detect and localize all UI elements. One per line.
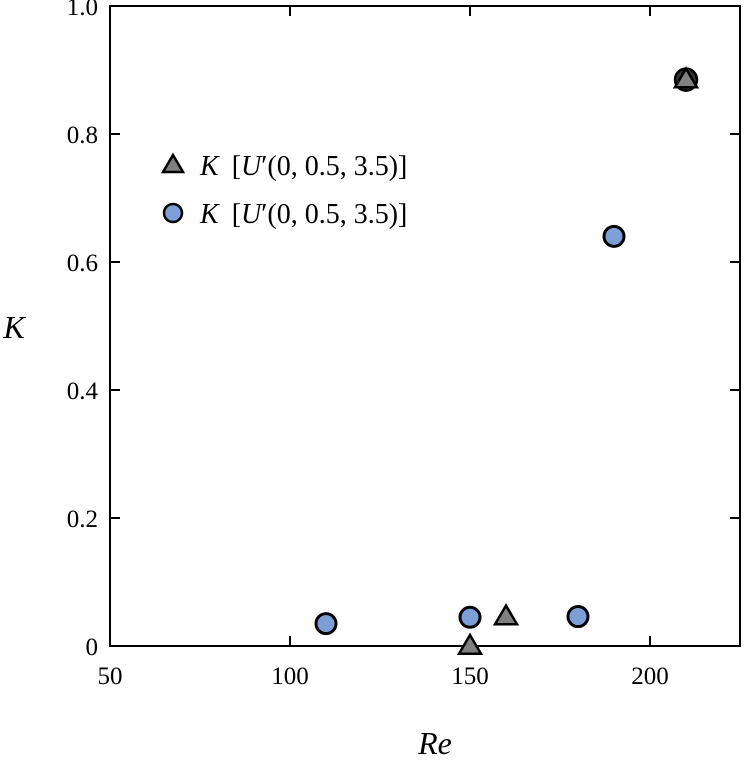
x-tick-label: 150 (451, 663, 489, 690)
plot-frame (109, 5, 741, 647)
data-points (314, 66, 700, 655)
x-tick-label: 50 (98, 663, 123, 690)
y-tick-label: 0.4 (67, 378, 99, 405)
x-tick-label: 200 (631, 663, 669, 690)
legend-triangle-marker (160, 152, 186, 174)
legend-label-circle: K [U′(0, 0.5, 3.5)] (199, 199, 407, 230)
axes (109, 5, 741, 647)
x-axis-label: Re (417, 725, 452, 761)
legend-entry-circle: K [U′(0, 0.5, 3.5)] (162, 199, 407, 230)
tick-labels: 50 100 150 200 0 0.2 0.4 0.6 0.8 1.0 (67, 0, 669, 690)
y-tick-label: 0.2 (67, 506, 98, 533)
legend: K [U′(0, 0.5, 3.5)] K [U′(0, 0.5, 3.5)] (160, 151, 407, 230)
triangle-point (672, 66, 700, 89)
y-tick-label: 0.8 (67, 122, 98, 149)
y-tick-label: 0 (86, 634, 99, 661)
ticks (109, 5, 740, 647)
legend-entry-triangle: K [U′(0, 0.5, 3.5)] (160, 151, 407, 182)
legend-circle-marker (162, 202, 184, 224)
x-tick-label: 100 (271, 663, 309, 690)
legend-label-triangle: K [U′(0, 0.5, 3.5)] (199, 151, 407, 182)
y-tick-label: 1.0 (67, 0, 98, 21)
y-tick-label: 0.6 (67, 250, 98, 277)
circle-point (314, 612, 338, 636)
y-axis-label: K (2, 309, 26, 345)
triangle-point (456, 632, 484, 655)
circle-point (602, 224, 626, 248)
circle-point (566, 605, 590, 629)
triangle-point (492, 603, 520, 626)
circle-point (458, 605, 482, 629)
